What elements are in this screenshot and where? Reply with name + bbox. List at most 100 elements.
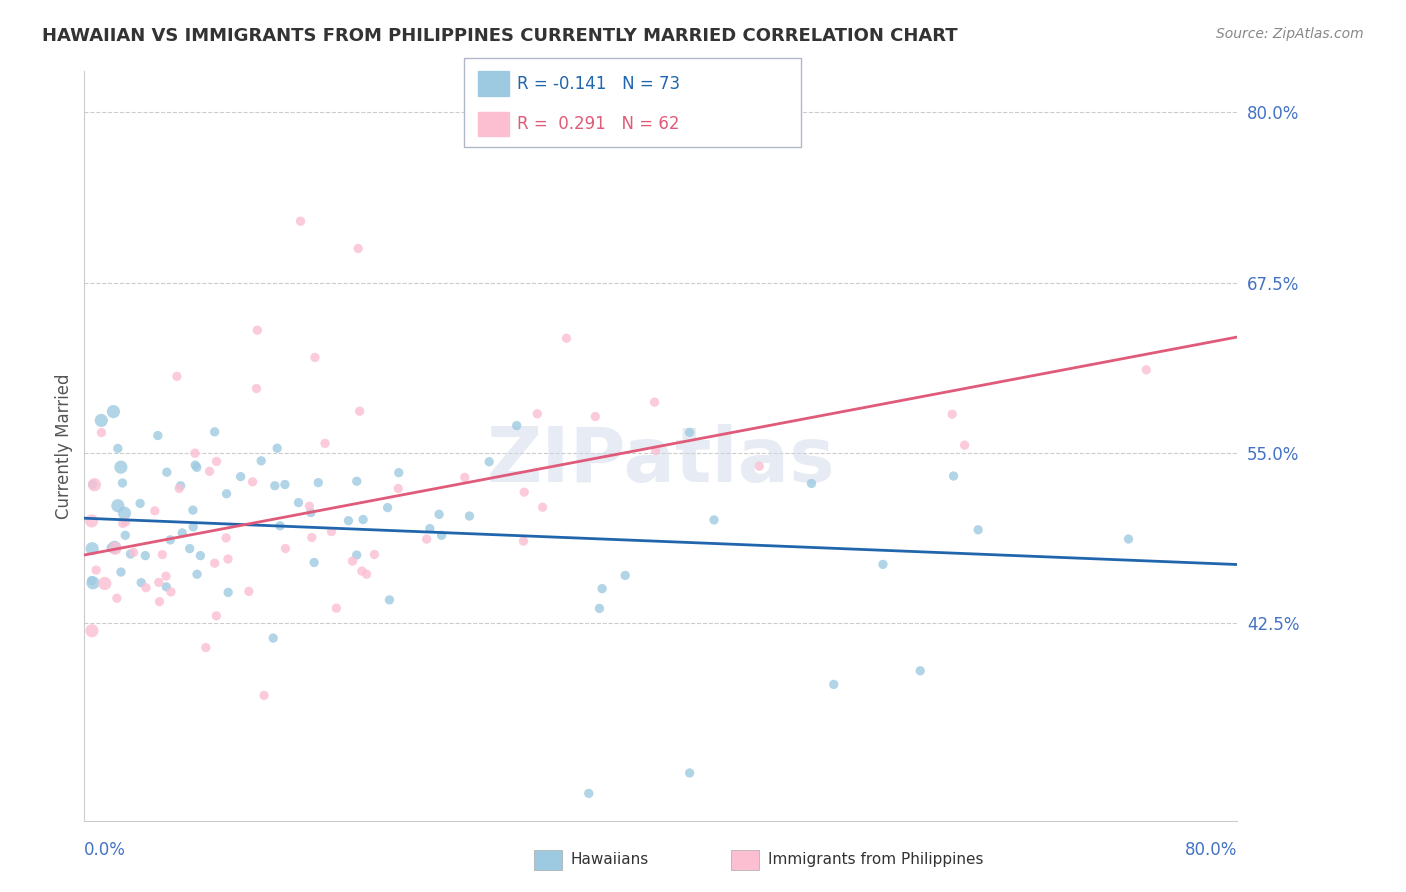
Point (250, 454, 273, 468)
Point (363, 548, 385, 562)
Point (238, 584, 260, 599)
Point (588, 601, 610, 615)
Point (478, 455, 501, 469)
Point (304, 351, 326, 365)
Point (526, 407, 548, 421)
Point (337, 514, 360, 528)
Point (591, 582, 613, 596)
Point (135, 581, 157, 595)
Point (454, 470, 477, 484)
Point (298, 500, 321, 514)
Point (350, 564, 373, 578)
Point (110, 460, 132, 475)
Point (415, 532, 437, 546)
Point (290, 214, 312, 228)
Point (159, 533, 181, 547)
Point (204, 556, 226, 570)
Point (269, 518, 291, 533)
Point (513, 485, 536, 500)
Point (229, 469, 252, 483)
Point (346, 548, 368, 562)
Point (110, 565, 132, 579)
Point (198, 464, 221, 478)
Point (953, 438, 976, 452)
Point (114, 515, 136, 529)
Text: Hawaiians: Hawaiians (571, 853, 650, 867)
Point (205, 454, 228, 468)
Point (245, 382, 267, 396)
Point (679, 766, 702, 780)
Point (179, 541, 201, 556)
Point (190, 549, 212, 563)
Point (419, 522, 441, 536)
Point (111, 475, 134, 490)
Point (186, 567, 208, 582)
Point (748, 459, 770, 474)
Text: HAWAIIAN VS IMMIGRANTS FROM PHILIPPINES CURRENTLY MARRIED CORRELATION CHART: HAWAIIAN VS IMMIGRANTS FROM PHILIPPINES … (42, 27, 957, 45)
Point (82, 477, 104, 491)
Point (215, 531, 238, 545)
Point (80, 624, 103, 638)
Point (217, 552, 239, 566)
Text: R =  0.291   N = 62: R = 0.291 N = 62 (517, 115, 681, 133)
Point (181, 520, 204, 534)
Y-axis label: Currently Married: Currently Married (55, 373, 73, 519)
Point (150, 548, 173, 562)
Point (93, 576, 115, 591)
Point (184, 446, 207, 460)
Point (172, 525, 194, 540)
Text: Source: ZipAtlas.com: Source: ZipAtlas.com (1216, 27, 1364, 41)
Point (122, 545, 145, 559)
Point (356, 567, 378, 582)
Point (352, 512, 374, 526)
Point (299, 506, 322, 520)
Point (274, 541, 297, 556)
Point (800, 476, 823, 491)
Point (644, 395, 666, 409)
Point (347, 242, 370, 256)
Point (80, 574, 103, 588)
Point (90, 425, 112, 440)
Point (321, 524, 343, 539)
Text: ZIPatlas: ZIPatlas (486, 424, 835, 498)
Point (872, 558, 894, 572)
Point (148, 594, 170, 608)
Point (458, 509, 481, 524)
Point (129, 575, 152, 590)
Point (246, 323, 269, 337)
Point (134, 549, 156, 563)
Point (100, 541, 122, 555)
Point (302, 556, 325, 570)
Point (531, 500, 554, 515)
Point (184, 458, 207, 472)
Point (377, 500, 399, 515)
Point (194, 640, 217, 655)
Point (583, 409, 606, 424)
Point (266, 441, 288, 455)
Point (186, 460, 208, 475)
Point (204, 425, 226, 439)
Point (703, 513, 725, 527)
Point (80, 514, 103, 528)
Point (941, 407, 963, 421)
Point (105, 591, 128, 606)
Point (325, 601, 347, 615)
Point (506, 418, 529, 433)
Point (156, 465, 179, 479)
Point (205, 608, 228, 623)
Point (155, 569, 177, 583)
Point (242, 475, 264, 489)
Point (388, 466, 411, 480)
Point (103, 541, 125, 555)
Point (910, 664, 932, 678)
Point (148, 575, 170, 590)
Point (129, 496, 152, 510)
Text: R = -0.141   N = 73: R = -0.141 N = 73 (517, 75, 681, 93)
Point (1118, 532, 1140, 546)
Point (942, 469, 965, 483)
Point (160, 585, 183, 599)
Point (349, 404, 371, 418)
Point (84, 563, 107, 577)
Point (169, 479, 191, 493)
Point (167, 481, 190, 495)
